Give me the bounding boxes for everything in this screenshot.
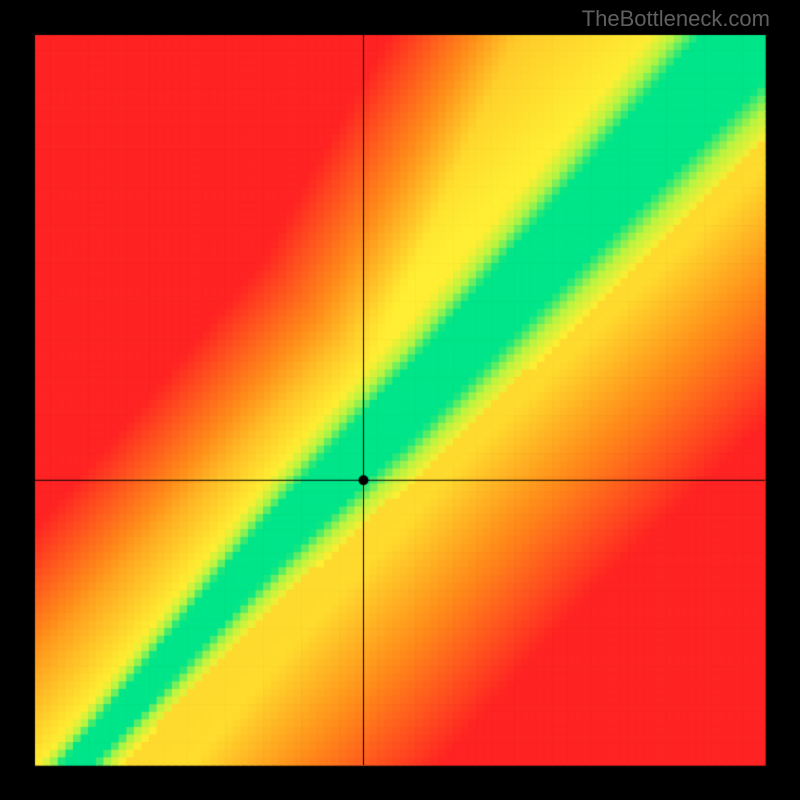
bottleneck-heatmap: [0, 0, 800, 800]
watermark-text: TheBottleneck.com: [582, 6, 770, 32]
